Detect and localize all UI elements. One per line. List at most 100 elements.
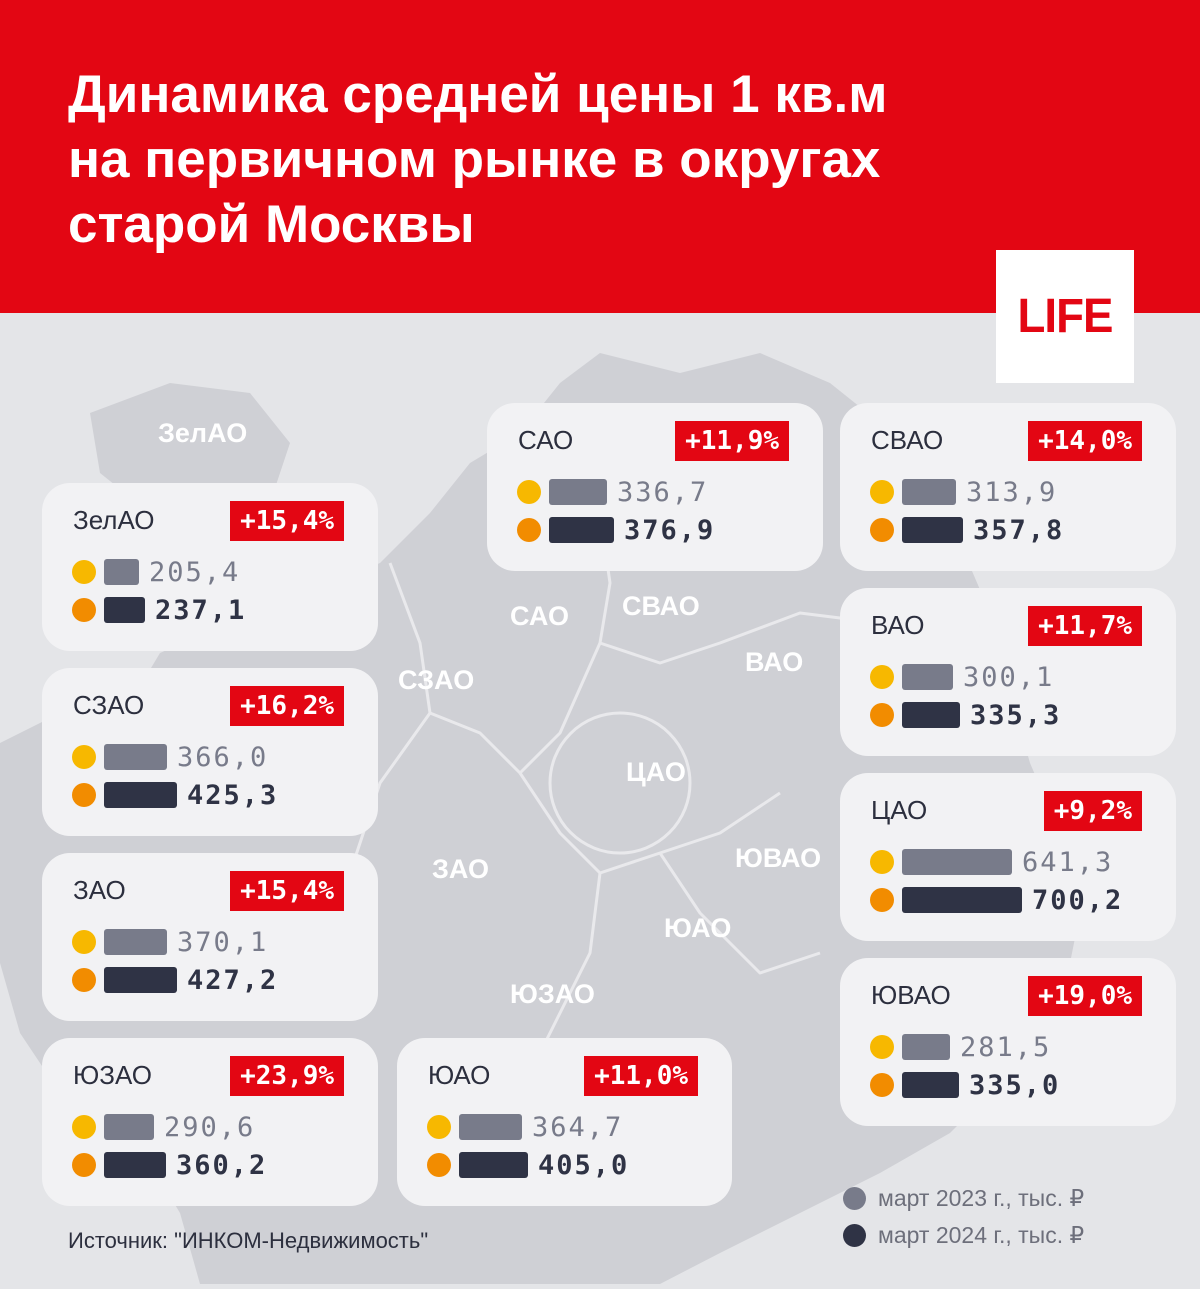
change-badge: +11,7%: [1028, 606, 1142, 646]
bar-2024: [104, 1152, 166, 1178]
dot-2024: [870, 888, 894, 912]
map-label-vao: ВАО: [745, 647, 804, 677]
district-card: ЗелАО +15,4% 205,4 237,1: [42, 483, 378, 651]
map-label-svao: СВАО: [622, 591, 700, 621]
district-name: ЮЗАО: [73, 1060, 152, 1090]
district-name: ЮАО: [428, 1060, 491, 1090]
bar-2024: [459, 1152, 528, 1178]
value-2023: 336,7: [617, 476, 709, 508]
value-2023: 370,1: [177, 926, 269, 958]
value-row-2024: 335,0: [870, 1070, 1060, 1101]
map-label-yuzao: ЮЗАО: [510, 979, 595, 1009]
value-2023: 313,9: [966, 476, 1058, 508]
value-row-2023: 205,4: [72, 556, 241, 588]
value-row-2023: 641,3: [870, 847, 1113, 878]
life-logo: LIFE: [996, 250, 1134, 383]
change-badge: +11,0%: [584, 1056, 698, 1096]
value-2024: 335,3: [970, 699, 1062, 731]
district-card: ЦАО +9,2% 641,3 700,2: [840, 773, 1176, 941]
value-row-2024: 700,2: [870, 884, 1124, 916]
map-label-szao: СЗАО: [398, 665, 475, 695]
district-card: ЗАО +15,4% 370,1 427,2: [42, 853, 378, 1021]
change-badge: +9,2%: [1043, 791, 1142, 831]
value-row-2024: 357,8: [870, 515, 1064, 546]
legend-label-2024: март 2024 г., тыс. ₽: [878, 1222, 1085, 1248]
district-card: ЮЗАО +23,9% 290,6 360,2: [42, 1038, 378, 1206]
value-row-2023: 336,7: [517, 476, 709, 508]
district-card: ВАО +11,7% 300,1 335,3: [840, 588, 1176, 756]
change-badge: +11,9%: [675, 421, 789, 461]
dot-2023: [72, 745, 96, 769]
value-2024: 360,2: [176, 1149, 268, 1181]
dot-2023: [870, 1035, 894, 1059]
bar-2023: [104, 744, 167, 770]
value-row-2023: 300,1: [870, 662, 1054, 693]
map-label-zao: ЗАО: [432, 854, 490, 884]
value-2024: 427,2: [187, 964, 279, 996]
value-row-2023: 364,7: [427, 1111, 624, 1143]
legend-dot-2024: [843, 1224, 866, 1247]
dot-2023: [517, 480, 541, 504]
bar-2023: [459, 1114, 522, 1140]
dot-2023: [870, 665, 894, 689]
dot-2023: [427, 1115, 451, 1139]
legend-dot-2023: [843, 1187, 866, 1210]
dot-2023: [870, 850, 894, 874]
value-2024: 700,2: [1032, 884, 1124, 916]
bar-2024: [104, 597, 145, 623]
dot-2024: [72, 1153, 96, 1177]
bar-2024: [902, 887, 1022, 913]
bar-2024: [104, 967, 177, 993]
change-badge: +15,4%: [230, 501, 344, 541]
dot-2023: [870, 480, 894, 504]
value-row-2024: 425,3: [72, 779, 279, 811]
dot-2023: [72, 1115, 96, 1139]
district-name: ЮВАО: [871, 980, 951, 1010]
change-badge: +19,0%: [1028, 976, 1142, 1016]
district-name: СВАО: [871, 425, 944, 455]
district-card: СЗАО +16,2% 366,0 425,3: [42, 668, 378, 836]
value-row-2023: 313,9: [870, 476, 1058, 508]
map-label-sao: САО: [510, 601, 569, 631]
dot-2024: [72, 598, 96, 622]
value-row-2023: 366,0: [72, 741, 269, 773]
value-2023: 366,0: [177, 741, 269, 773]
value-2024: 425,3: [187, 779, 279, 811]
value-2023: 364,7: [532, 1111, 624, 1143]
bar-2023: [104, 929, 167, 955]
bar-2023: [902, 849, 1012, 875]
district-name: САО: [518, 425, 574, 455]
logo-text: LIFE: [1017, 290, 1114, 343]
map-label-zelao: ЗелАО: [158, 418, 248, 448]
bar-2023: [104, 1114, 154, 1140]
bar-2024: [902, 702, 960, 728]
value-2024: 237,1: [155, 594, 247, 626]
district-card: ЮВАО +19,0% 281,5 335,0: [840, 958, 1176, 1126]
value-row-2024: 376,9: [517, 514, 716, 546]
value-row-2023: 290,6: [72, 1111, 256, 1143]
value-2024: 405,0: [538, 1149, 630, 1181]
district-name: ЗелАО: [73, 505, 155, 535]
district-name: ВАО: [871, 610, 925, 640]
bar-2023: [902, 479, 956, 505]
value-row-2023: 370,1: [72, 926, 269, 958]
bar-2023: [549, 479, 607, 505]
value-row-2024: 427,2: [72, 964, 279, 996]
bar-2024: [104, 782, 177, 808]
change-badge: +15,4%: [230, 871, 344, 911]
value-2024: 376,9: [624, 514, 716, 546]
legend-2024: март 2024 г., тыс. ₽: [843, 1222, 1084, 1249]
value-2023: 205,4: [149, 556, 241, 588]
bar-2023: [902, 664, 953, 690]
district-card: ЮАО +11,0% 364,7 405,0: [397, 1038, 732, 1206]
value-2023: 290,6: [164, 1111, 256, 1143]
bar-2023: [104, 559, 139, 585]
dot-2024: [72, 968, 96, 992]
district-name: ЗАО: [73, 875, 126, 905]
dot-2024: [870, 518, 894, 542]
header-banner: Динамика средней цены 1 кв.м на первично…: [0, 0, 1200, 383]
value-2023: 281,5: [960, 1031, 1052, 1063]
dot-2024: [870, 703, 894, 727]
district-name: СЗАО: [73, 690, 145, 720]
change-badge: +23,9%: [230, 1056, 344, 1096]
